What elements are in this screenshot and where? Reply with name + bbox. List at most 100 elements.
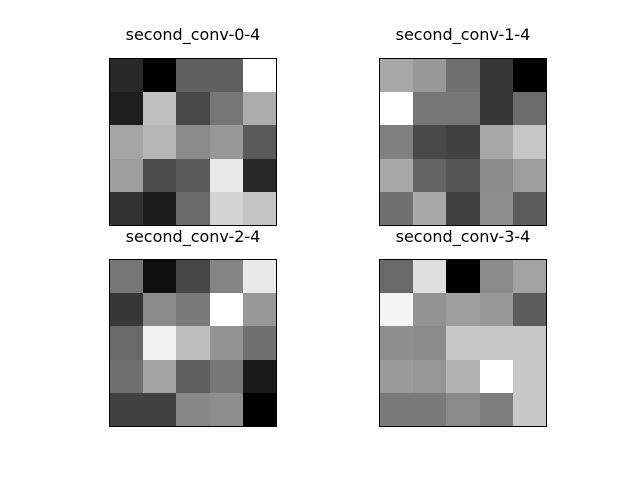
heatmap-cell (446, 259, 480, 293)
heatmap-cell (210, 192, 243, 226)
heatmap-cell (143, 192, 176, 226)
panel-title: second_conv-0-4 (125, 25, 261, 44)
heatmap-cell (210, 259, 243, 293)
heatmap-cell (446, 192, 480, 226)
heatmap-cell (379, 92, 413, 125)
panel-title: second_conv-2-4 (125, 227, 261, 246)
heatmap-cell (243, 326, 277, 360)
heatmap-cell (143, 259, 176, 293)
heatmap-cell (480, 192, 513, 226)
heatmap-cell (243, 58, 277, 92)
heatmap-cell (210, 125, 243, 159)
heatmap-cell (109, 326, 143, 360)
heatmap-cell (379, 326, 413, 360)
heatmap-cell (379, 192, 413, 226)
heatmap-cell (480, 360, 513, 393)
heatmap-cell (243, 159, 277, 192)
heatmap-cell (379, 159, 413, 192)
heatmap-cell (210, 326, 243, 360)
heatmap-cell (446, 92, 480, 125)
heatmap-cell (379, 58, 413, 92)
heatmap-cell (243, 360, 277, 393)
heatmap-cell (143, 159, 176, 192)
heatmap-cell (176, 360, 210, 393)
heatmap-cell (413, 293, 446, 326)
heatmap-cell (413, 259, 446, 293)
heatmap-cell (176, 393, 210, 427)
heatmap-cell (413, 125, 446, 159)
heatmap-cell (480, 125, 513, 159)
heatmap-cell (379, 360, 413, 393)
heatmap-cell (413, 360, 446, 393)
axes-frame (109, 259, 277, 427)
heatmap-cell (143, 92, 176, 125)
heatmap-cell (446, 393, 480, 427)
heatmap-cell (143, 360, 176, 393)
heatmap-cell (210, 92, 243, 125)
heatmap-cell (513, 259, 547, 293)
heatmap (379, 259, 547, 427)
heatmap (379, 58, 547, 226)
heatmap-cell (109, 259, 143, 293)
heatmap-cell (109, 192, 143, 226)
heatmap-cell (143, 293, 176, 326)
heatmap-cell (379, 393, 413, 427)
heatmap-cell (513, 125, 547, 159)
heatmap-cell (480, 393, 513, 427)
heatmap-cell (243, 125, 277, 159)
heatmap-cell (480, 259, 513, 293)
heatmap-cell (109, 159, 143, 192)
axes-frame (109, 58, 277, 226)
heatmap-cell (413, 159, 446, 192)
heatmap-cell (379, 293, 413, 326)
heatmap-cell (176, 326, 210, 360)
heatmap-cell (480, 159, 513, 192)
heatmap-cell (143, 393, 176, 427)
heatmap-cell (446, 58, 480, 92)
heatmap-cell (513, 326, 547, 360)
heatmap-cell (176, 293, 210, 326)
heatmap-cell (446, 159, 480, 192)
panel-title: second_conv-1-4 (395, 25, 531, 44)
heatmap-cell (513, 293, 547, 326)
heatmap-cell (210, 58, 243, 92)
heatmap-cell (210, 159, 243, 192)
heatmap-cell (379, 259, 413, 293)
heatmap-cell (109, 360, 143, 393)
heatmap-cell (143, 326, 176, 360)
axes-frame (379, 259, 547, 427)
heatmap-cell (446, 293, 480, 326)
heatmap-cell (413, 192, 446, 226)
heatmap-cell (210, 293, 243, 326)
heatmap-cell (243, 92, 277, 125)
heatmap-cell (243, 192, 277, 226)
heatmap-cell (109, 393, 143, 427)
heatmap-cell (243, 259, 277, 293)
heatmap-cell (446, 125, 480, 159)
heatmap-cell (513, 393, 547, 427)
heatmap-cell (176, 159, 210, 192)
heatmap-cell (243, 293, 277, 326)
heatmap-cell (109, 293, 143, 326)
heatmap-cell (480, 293, 513, 326)
heatmap-cell (143, 58, 176, 92)
heatmap-cell (109, 58, 143, 92)
heatmap-cell (480, 92, 513, 125)
heatmap-cell (109, 125, 143, 159)
axes-frame (379, 58, 547, 226)
heatmap-cell (513, 92, 547, 125)
heatmap-cell (513, 360, 547, 393)
heatmap-cell (513, 58, 547, 92)
heatmap-cell (243, 393, 277, 427)
panel-title: second_conv-3-4 (395, 227, 531, 246)
heatmap-cell (109, 92, 143, 125)
heatmap-cell (513, 159, 547, 192)
heatmap-cell (446, 326, 480, 360)
heatmap-cell (210, 393, 243, 427)
heatmap-cell (143, 125, 176, 159)
heatmap-cell (413, 393, 446, 427)
heatmap-cell (210, 360, 243, 393)
heatmap-cell (176, 92, 210, 125)
heatmap-cell (413, 92, 446, 125)
heatmap-cell (176, 125, 210, 159)
